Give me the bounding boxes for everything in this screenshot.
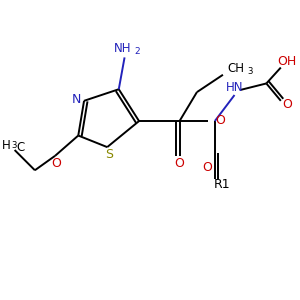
Text: 3: 3	[247, 67, 253, 76]
Text: N: N	[72, 93, 81, 106]
Text: HN: HN	[226, 81, 243, 94]
Text: 3: 3	[11, 141, 16, 150]
Text: O: O	[202, 161, 212, 174]
Text: R1: R1	[214, 178, 230, 191]
Text: O: O	[215, 114, 225, 127]
Text: O: O	[282, 98, 292, 111]
Text: CH: CH	[227, 62, 244, 76]
Text: NH: NH	[114, 42, 132, 55]
Text: H: H	[2, 139, 11, 152]
Text: 2: 2	[134, 46, 140, 56]
Text: O: O	[175, 158, 184, 170]
Text: O: O	[51, 157, 61, 170]
Text: S: S	[105, 148, 113, 161]
Text: OH: OH	[277, 55, 296, 68]
Text: C: C	[17, 141, 25, 154]
